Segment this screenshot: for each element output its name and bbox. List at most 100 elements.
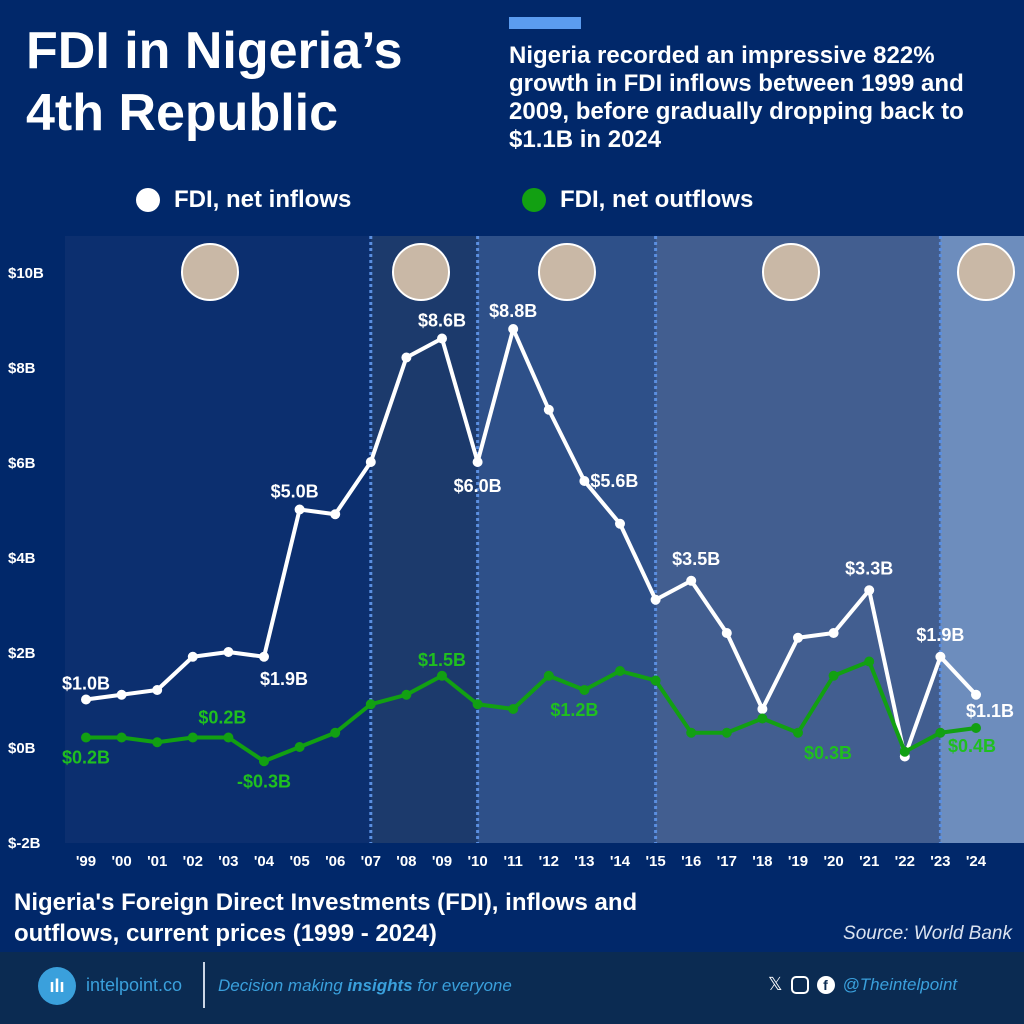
outflow-point bbox=[152, 737, 163, 748]
data-label: -$0.3B bbox=[237, 771, 291, 791]
x-tick-label: '22 bbox=[895, 853, 915, 870]
inflow-point bbox=[935, 651, 946, 662]
data-label: $0.2B bbox=[198, 708, 246, 728]
outflow-point bbox=[615, 666, 625, 676]
outflow-point bbox=[828, 670, 839, 681]
data-label: $5.0B bbox=[271, 482, 319, 502]
president-portrait bbox=[538, 243, 596, 301]
outflow-point bbox=[437, 670, 447, 681]
brand-link[interactable]: intelpoint.co bbox=[86, 975, 183, 995]
tagline: Decision making insights for everyone bbox=[218, 976, 512, 995]
inflow-point bbox=[401, 352, 412, 363]
legend-label: FDI, net outflows bbox=[560, 186, 754, 213]
inflow-point bbox=[223, 647, 234, 657]
x-tick-label: '01 bbox=[147, 853, 167, 870]
x-icon[interactable]: 𝕏 bbox=[768, 974, 783, 994]
data-label: $3.5B bbox=[672, 549, 720, 569]
outflow-point bbox=[259, 756, 269, 767]
x-tick-label: '03 bbox=[218, 853, 238, 870]
x-tick-label: '15 bbox=[645, 853, 665, 870]
x-tick-label: '18 bbox=[752, 853, 772, 870]
x-tick-label: '05 bbox=[289, 853, 309, 870]
inflow-point bbox=[828, 628, 839, 638]
inflow-point bbox=[757, 704, 768, 714]
outflows-line bbox=[86, 659, 977, 764]
footer: ılı intelpoint.co Decision making insigh… bbox=[0, 952, 1024, 1024]
inflow-point bbox=[615, 518, 625, 529]
outflow-point bbox=[793, 727, 803, 738]
legend-outflows: FDI, net outflows bbox=[522, 186, 753, 214]
data-label: $1.9B bbox=[260, 669, 308, 689]
outflow-point bbox=[864, 656, 875, 667]
x-tick-label: '12 bbox=[539, 853, 559, 870]
outflow-point bbox=[187, 732, 198, 743]
x-tick-label: '07 bbox=[361, 853, 381, 870]
data-label: $1.2B bbox=[550, 700, 598, 720]
outflow-point bbox=[116, 732, 127, 743]
instagram-icon[interactable] bbox=[790, 975, 809, 994]
y-tick-label: $4B bbox=[8, 550, 36, 567]
y-tick-label: $8B bbox=[8, 360, 36, 377]
data-label: $0.4B bbox=[948, 736, 996, 756]
outflow-point bbox=[935, 727, 946, 738]
outflow-point bbox=[757, 713, 768, 724]
era-band bbox=[65, 236, 371, 843]
outflow-point bbox=[508, 704, 519, 714]
social-handle[interactable]: @Theintelpoint bbox=[842, 974, 958, 994]
data-label: $0.2B bbox=[62, 748, 110, 768]
data-label: $0.3B bbox=[804, 743, 852, 763]
data-label: $8.6B bbox=[418, 311, 466, 331]
x-tick-label: '09 bbox=[432, 853, 452, 870]
social-links: 𝕏 f @Theintelpoint bbox=[768, 974, 957, 995]
source: Source: World Bank bbox=[843, 923, 1012, 944]
y-tick-label: $0B bbox=[8, 740, 36, 757]
x-tick-label: '19 bbox=[788, 853, 808, 870]
data-label: $1.5B bbox=[418, 650, 466, 670]
data-label: $5.6B bbox=[590, 471, 638, 491]
inflow-point bbox=[508, 324, 519, 334]
outflow-point bbox=[579, 685, 590, 695]
outflow-point bbox=[330, 727, 341, 738]
inflow-point bbox=[365, 457, 376, 467]
facebook-icon[interactable]: f bbox=[816, 975, 835, 994]
y-tick-label: $2B bbox=[8, 645, 36, 662]
outflow-point bbox=[223, 732, 234, 743]
inflow-point bbox=[543, 404, 554, 415]
x-tick-label: '02 bbox=[183, 853, 203, 870]
x-tick-label: '08 bbox=[396, 853, 416, 870]
outflow-point bbox=[899, 746, 910, 757]
y-tick-label: $6B bbox=[8, 455, 36, 472]
inflow-point bbox=[259, 651, 269, 662]
x-tick-label: '20 bbox=[823, 853, 843, 870]
x-tick-label: '13 bbox=[574, 853, 594, 870]
legend-dot-icon bbox=[136, 188, 160, 212]
chart: $10B $8B $6B $4B $2B $0B $-2B '99 '00 '01 '02 '03 '0… bbox=[8, 236, 1024, 870]
inflow-point bbox=[650, 594, 661, 605]
x-tick-label: '21 bbox=[859, 853, 879, 870]
inflow-point bbox=[152, 685, 163, 695]
inflow-point bbox=[793, 632, 803, 643]
inflow-point bbox=[116, 689, 127, 700]
outflow-point bbox=[721, 727, 732, 738]
data-label: $3.3B bbox=[845, 558, 893, 578]
outflow-point bbox=[472, 699, 483, 710]
president-portrait bbox=[957, 243, 1015, 301]
outflow-point bbox=[294, 742, 305, 752]
outflow-point bbox=[543, 670, 554, 681]
inflow-point bbox=[472, 457, 483, 467]
x-tick-label: '11 bbox=[503, 853, 522, 870]
page-title: FDI in Nigeria’s 4th Republic bbox=[26, 22, 403, 142]
data-label: $1.0B bbox=[62, 674, 110, 694]
x-tick-label: '10 bbox=[467, 853, 487, 870]
x-tick-label: '00 bbox=[111, 853, 131, 870]
inflow-point bbox=[437, 333, 447, 344]
outflow-point bbox=[686, 727, 697, 738]
president-portrait bbox=[181, 243, 239, 301]
accent-bar bbox=[509, 17, 581, 29]
inflow-point bbox=[721, 628, 732, 638]
inflow-point bbox=[579, 476, 590, 486]
outflow-point bbox=[971, 723, 981, 733]
chart-caption: Nigeria's Foreign Direct Investments (FD… bbox=[14, 889, 638, 947]
outflow-point bbox=[401, 689, 412, 700]
inflow-point bbox=[971, 689, 981, 700]
